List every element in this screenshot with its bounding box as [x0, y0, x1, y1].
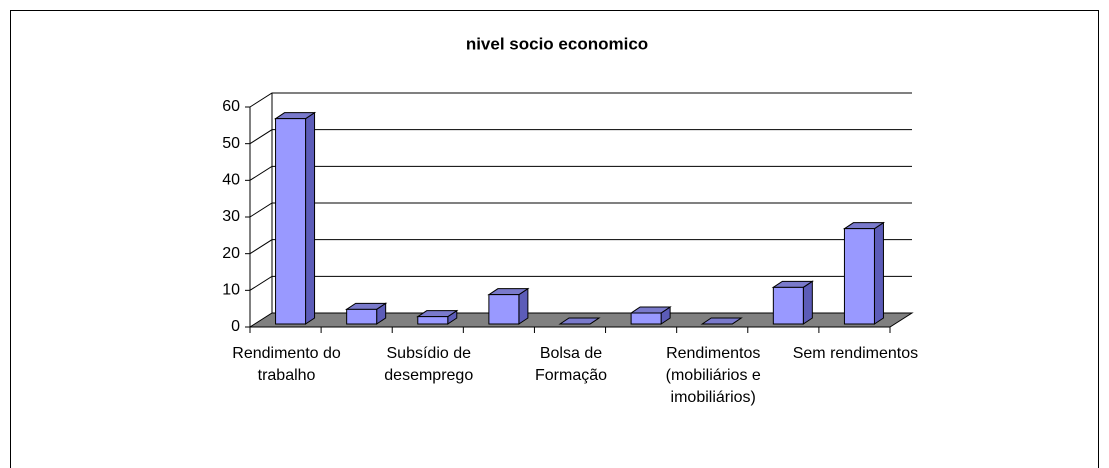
bar-side: [802, 280, 813, 325]
y-tick-label: 0: [231, 318, 240, 335]
y-tick-label: 10: [222, 282, 240, 299]
x-tick-label: Bolsa de Formação: [534, 345, 608, 384]
bar: [700, 317, 743, 325]
bar-front: [630, 312, 662, 325]
bar: [345, 302, 388, 325]
bar: [629, 306, 672, 325]
x-tick-label: Rendimento do trabalho: [232, 345, 341, 384]
bar-top: [558, 317, 601, 325]
y-tick-label: 40: [222, 172, 240, 189]
bar: [273, 111, 317, 325]
y-tick-label: 30: [222, 208, 240, 225]
bar-front: [843, 228, 875, 325]
y-tick-label: 60: [222, 98, 240, 115]
bar: [487, 287, 530, 325]
bar-front: [488, 294, 520, 325]
chart-title: nivel socio economico: [466, 34, 648, 53]
x-tick-label: Subsídio de desemprego: [384, 345, 474, 384]
bar-front: [346, 308, 378, 325]
bar-side: [305, 111, 316, 325]
bar: [416, 309, 459, 325]
bar-side: [873, 221, 884, 325]
y-tick-label: 50: [222, 135, 240, 152]
bar: [771, 280, 814, 325]
bar-front: [275, 118, 307, 325]
bar: [558, 317, 601, 325]
bar-front: [417, 316, 449, 325]
bar: [842, 221, 886, 325]
x-tick-label: Rendimentos (mobiliários e imobiliários): [665, 345, 761, 406]
bar-top: [700, 317, 743, 325]
y-tick-label: 20: [222, 245, 240, 262]
bar-front: [772, 286, 804, 325]
x-tick-label: Sem rendimentos: [792, 345, 919, 362]
